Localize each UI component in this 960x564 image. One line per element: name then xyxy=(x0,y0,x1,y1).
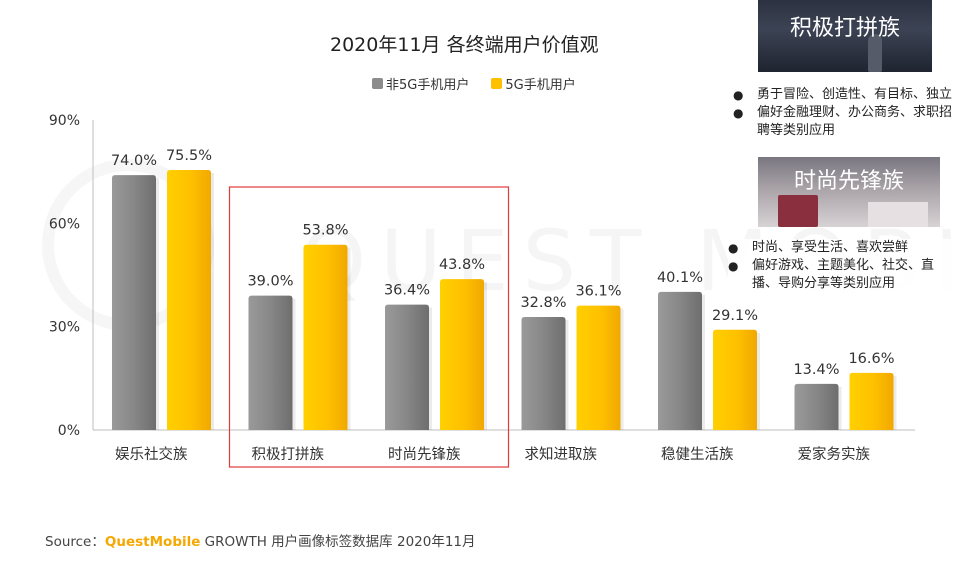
x-category-label: 娱乐社交族 xyxy=(115,445,188,463)
legend: 非5G手机用户 5G手机用户 xyxy=(372,74,598,93)
data-label: 40.1% xyxy=(657,270,703,286)
panel-image-shishang: 时尚先锋族 xyxy=(758,157,940,227)
box-icon xyxy=(868,202,928,227)
bar-5g xyxy=(849,372,894,430)
data-label: 13.4% xyxy=(793,362,839,378)
x-category-label: 时尚先锋族 xyxy=(388,446,461,463)
panel-image-jiji: 积极打拼族 xyxy=(758,0,932,72)
panel-bullets-shishang: ● 时尚、享受生活、喜欢尝鲜 ● 偏好游戏、主题美化、社交、直播、导购分享等类别应用 xyxy=(728,239,952,293)
bar-5g xyxy=(167,169,211,430)
bullet-item: ● 时尚、享受生活、喜欢尝鲜 xyxy=(728,240,909,255)
source-brand: QuestMobile xyxy=(104,534,201,550)
data-label: 16.6% xyxy=(848,351,894,367)
bullet-item: ● 偏好游戏、主题美化、社交、直播、导购分享等类别应用 xyxy=(728,257,952,293)
chart-title: 2020年11月 各终端用户价值观 xyxy=(330,34,599,56)
panel-title-jiji: 积极打拼族 xyxy=(789,16,900,41)
y-tick-label: 30% xyxy=(49,320,80,336)
bar-5g xyxy=(713,329,757,430)
bullet-text: 偏好金融理财、办公商务、求职招聘等类别应用 xyxy=(757,105,953,138)
panel-title-shishang: 时尚先锋族 xyxy=(793,169,904,194)
data-label: 53.8% xyxy=(302,223,348,239)
bar-non5g xyxy=(385,304,429,430)
bar-non5g xyxy=(794,383,839,430)
legend-swatch-5g xyxy=(491,78,503,89)
data-label: 74.0% xyxy=(111,153,157,169)
person-silhouette-icon xyxy=(868,34,882,72)
legend-label-non5g: 非5G手机用户 xyxy=(386,78,470,93)
data-label: 36.4% xyxy=(384,283,430,299)
bullet-text: 偏好游戏、主题美化、社交、直播、导购分享等类别应用 xyxy=(752,258,935,291)
shopping-bags-icon xyxy=(778,195,818,227)
source-rest: GROWTH 用户画像标签数据库 2020年11月 xyxy=(200,534,476,550)
bullet-item: ● 偏好金融理财、办公商务、求职招聘等类别应用 xyxy=(733,104,955,140)
data-label: 39.0% xyxy=(247,274,293,290)
panel-bullets-jiji: ● 勇于冒险、创造性、有目标、独立 ● 偏好金融理财、办公商务、求职招聘等类别应用 xyxy=(733,86,955,140)
legend-item-5g: 5G手机用户 xyxy=(491,74,576,93)
bar-non5g xyxy=(248,295,293,430)
bar-non5g xyxy=(521,317,566,430)
legend-swatch-non5g xyxy=(372,78,383,89)
source-prefix: Source： xyxy=(45,534,105,550)
bullet-text: 勇于冒险、创造性、有目标、独立 xyxy=(757,87,953,102)
legend-label-5g: 5G手机用户 xyxy=(505,78,576,93)
y-tick-label: 0% xyxy=(58,423,80,439)
data-label: 43.8% xyxy=(439,257,485,273)
source-note: Source：QuestMobile GROWTH 用户画像标签数据库 2020… xyxy=(45,530,476,550)
highlight-box xyxy=(228,186,510,468)
x-category-label: 积极打拼族 xyxy=(252,446,325,463)
bullet-text: 时尚、享受生活、喜欢尝鲜 xyxy=(752,240,909,255)
x-category-label: 稳健生活族 xyxy=(661,446,734,463)
x-category-label: 爱家务实族 xyxy=(798,446,871,463)
bar-non5g xyxy=(112,175,156,430)
y-tick-label: 90% xyxy=(49,113,80,129)
y-tick-label: 60% xyxy=(49,216,80,232)
bar-5g xyxy=(440,279,484,430)
bullet-item: ● 勇于冒险、创造性、有目标、独立 xyxy=(733,87,953,102)
bar-5g xyxy=(303,244,348,430)
bar-non5g xyxy=(658,291,702,430)
x-category-label: 求知进取族 xyxy=(525,446,598,463)
bar-5g xyxy=(576,305,621,430)
data-label: 75.5% xyxy=(166,148,212,164)
data-label: 36.1% xyxy=(575,284,621,300)
legend-item-non5g: 非5G手机用户 xyxy=(372,74,469,93)
data-label: 29.1% xyxy=(712,308,758,324)
data-label: 32.8% xyxy=(520,295,566,311)
